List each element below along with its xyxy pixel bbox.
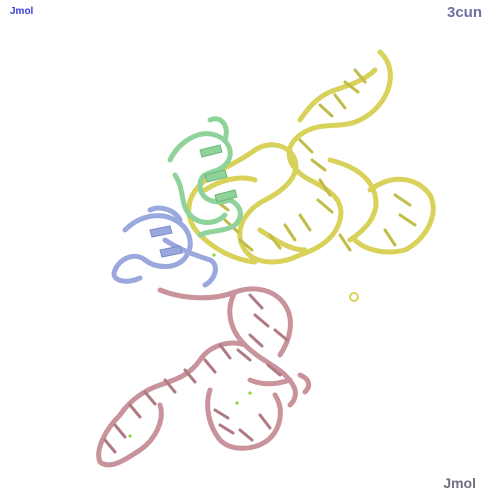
ligand-yellow — [349, 292, 359, 302]
jmol-top-label: Jmol — [10, 6, 34, 17]
rna-pink-bases — [103, 293, 289, 454]
rna-pink-chain — [96, 286, 312, 468]
ion-markers — [128, 253, 252, 438]
protein-green-chain — [167, 116, 243, 238]
rna-yellow-chain — [186, 49, 436, 265]
protein-blue-sheets — [149, 225, 183, 258]
protein-green-sheets — [199, 144, 238, 203]
rna-yellow-bases — [213, 68, 417, 252]
jmol-watermark: Jmol — [443, 475, 476, 491]
structure-id-label: 3cun — [446, 4, 482, 21]
